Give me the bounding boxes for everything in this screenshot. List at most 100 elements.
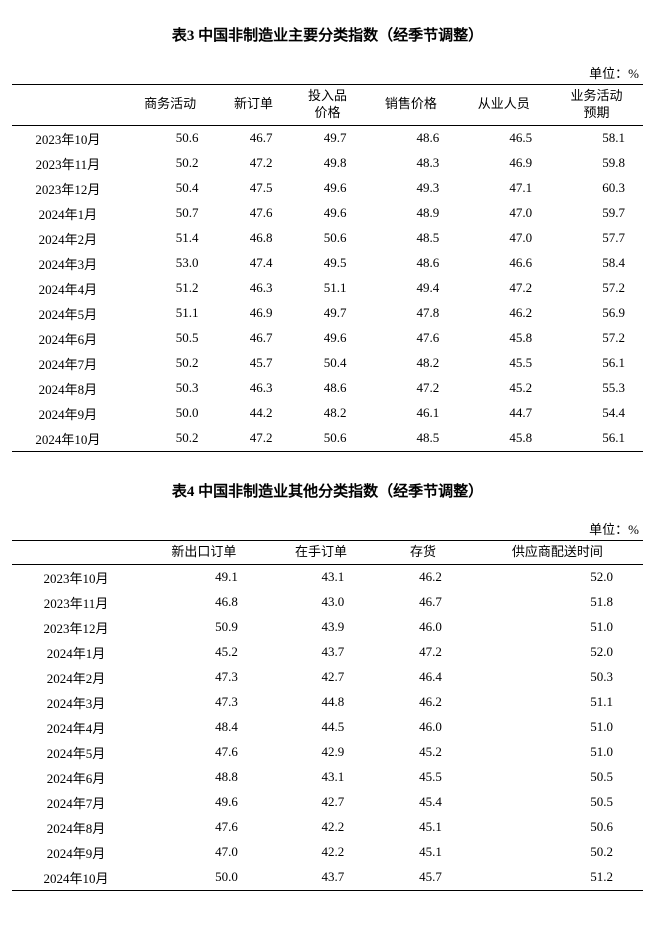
table-row: 2024年2月51.446.850.648.547.057.7 (12, 226, 643, 251)
col-header: 业务活动预期 (550, 85, 643, 126)
cell-value: 49.8 (290, 151, 364, 176)
table-row: 2024年6月48.843.145.550.5 (12, 765, 643, 790)
cell-value: 46.9 (457, 151, 550, 176)
row-label: 2024年2月 (12, 665, 140, 690)
cell-value: 50.2 (124, 351, 217, 376)
row-label: 2023年11月 (12, 151, 124, 176)
cell-value: 45.7 (374, 865, 472, 891)
table3-title: 表3 中国非制造业主要分类指数（经季节调整） (12, 24, 643, 45)
row-label: 2023年10月 (12, 125, 124, 151)
row-label: 2024年9月 (12, 401, 124, 426)
cell-value: 43.1 (268, 765, 374, 790)
table-row: 2023年11月50.247.249.848.346.959.8 (12, 151, 643, 176)
cell-value: 50.2 (124, 151, 217, 176)
cell-value: 50.3 (124, 376, 217, 401)
cell-value: 45.2 (374, 740, 472, 765)
cell-value: 46.2 (457, 301, 550, 326)
table-row: 2024年5月47.642.945.251.0 (12, 740, 643, 765)
cell-value: 50.3 (472, 665, 643, 690)
cell-value: 46.0 (374, 615, 472, 640)
cell-value: 51.8 (472, 590, 643, 615)
table-row: 2024年9月47.042.245.150.2 (12, 840, 643, 865)
table-row: 2023年11月46.843.046.751.8 (12, 590, 643, 615)
cell-value: 42.9 (268, 740, 374, 765)
row-label: 2024年8月 (12, 815, 140, 840)
cell-value: 56.1 (550, 351, 643, 376)
table-row: 2024年5月51.146.949.747.846.256.9 (12, 301, 643, 326)
row-label: 2023年12月 (12, 176, 124, 201)
cell-value: 47.2 (364, 376, 457, 401)
table-row: 2024年2月47.342.746.450.3 (12, 665, 643, 690)
cell-value: 48.6 (364, 251, 457, 276)
cell-value: 45.2 (140, 640, 268, 665)
col-header: 新出口订单 (140, 540, 268, 564)
col-header: 新订单 (217, 85, 291, 126)
cell-value: 48.9 (364, 201, 457, 226)
cell-value: 56.1 (550, 426, 643, 452)
cell-value: 47.1 (457, 176, 550, 201)
cell-value: 49.7 (290, 125, 364, 151)
cell-value: 51.4 (124, 226, 217, 251)
table-row: 2024年9月50.044.248.246.144.754.4 (12, 401, 643, 426)
cell-value: 47.8 (364, 301, 457, 326)
table-row: 2023年12月50.943.946.051.0 (12, 615, 643, 640)
cell-value: 51.2 (472, 865, 643, 891)
table-row: 2024年7月49.642.745.450.5 (12, 790, 643, 815)
cell-value: 43.0 (268, 590, 374, 615)
row-label: 2023年10月 (12, 564, 140, 590)
cell-value: 45.8 (457, 426, 550, 452)
cell-value: 47.0 (457, 201, 550, 226)
row-label: 2024年5月 (12, 301, 124, 326)
row-label: 2024年10月 (12, 865, 140, 891)
cell-value: 46.6 (457, 251, 550, 276)
cell-value: 50.4 (290, 351, 364, 376)
cell-value: 50.4 (124, 176, 217, 201)
row-label: 2024年1月 (12, 201, 124, 226)
table3: 商务活动新订单投入品价格销售价格从业人员业务活动预期2023年10月50.646… (12, 84, 643, 452)
cell-value: 49.6 (290, 176, 364, 201)
cell-value: 51.1 (290, 276, 364, 301)
col-header: 商务活动 (124, 85, 217, 126)
col-header: 从业人员 (457, 85, 550, 126)
cell-value: 47.0 (140, 840, 268, 865)
table-row: 2024年3月47.344.846.251.1 (12, 690, 643, 715)
cell-value: 46.7 (217, 326, 291, 351)
row-label: 2024年6月 (12, 326, 124, 351)
cell-value: 42.7 (268, 790, 374, 815)
table-row: 2024年1月50.747.649.648.947.059.7 (12, 201, 643, 226)
cell-value: 52.0 (472, 640, 643, 665)
cell-value: 45.4 (374, 790, 472, 815)
cell-value: 50.5 (472, 765, 643, 790)
cell-value: 47.2 (374, 640, 472, 665)
cell-value: 48.5 (364, 426, 457, 452)
cell-value: 55.3 (550, 376, 643, 401)
row-label: 2024年7月 (12, 351, 124, 376)
cell-value: 50.6 (124, 125, 217, 151)
cell-value: 50.9 (140, 615, 268, 640)
row-label: 2024年10月 (12, 426, 124, 452)
row-label: 2024年9月 (12, 840, 140, 865)
cell-value: 43.7 (268, 865, 374, 891)
row-label: 2024年2月 (12, 226, 124, 251)
cell-value: 43.7 (268, 640, 374, 665)
table-row: 2024年4月51.246.351.149.447.257.2 (12, 276, 643, 301)
cell-value: 42.2 (268, 815, 374, 840)
cell-value: 47.2 (217, 151, 291, 176)
row-label: 2024年5月 (12, 740, 140, 765)
row-label: 2024年4月 (12, 715, 140, 740)
cell-value: 45.5 (374, 765, 472, 790)
cell-value: 47.3 (140, 690, 268, 715)
cell-value: 50.5 (472, 790, 643, 815)
cell-value: 49.7 (290, 301, 364, 326)
row-label: 2024年3月 (12, 251, 124, 276)
cell-value: 42.7 (268, 665, 374, 690)
cell-value: 49.5 (290, 251, 364, 276)
row-label: 2024年6月 (12, 765, 140, 790)
cell-value: 46.7 (217, 125, 291, 151)
cell-value: 42.2 (268, 840, 374, 865)
col-header: 投入品价格 (290, 85, 364, 126)
cell-value: 49.4 (364, 276, 457, 301)
cell-value: 49.3 (364, 176, 457, 201)
cell-value: 43.9 (268, 615, 374, 640)
cell-value: 47.6 (217, 201, 291, 226)
